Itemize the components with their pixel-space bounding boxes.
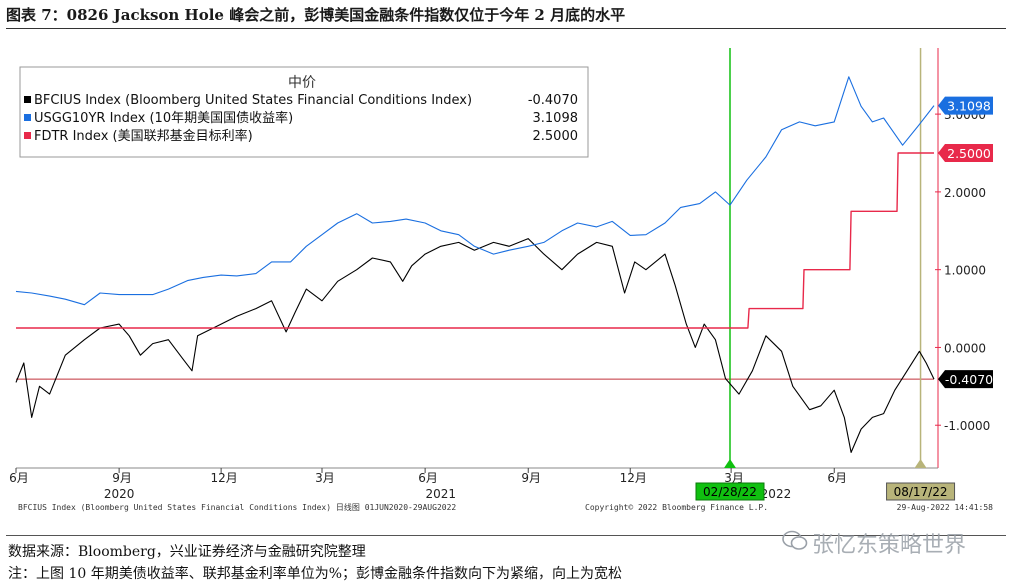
legend-swatch <box>24 96 31 103</box>
x-tick-label: 6月 <box>9 471 29 485</box>
legend-value: 3.1098 <box>533 111 579 126</box>
x-tick-label: 3月 <box>724 471 744 485</box>
bfci-line <box>15 238 935 453</box>
event-marker-label: 08/17/22 <box>894 485 948 499</box>
x-year-label: 2022 <box>761 487 792 501</box>
x-tick-label: 12月 <box>210 471 237 485</box>
x-tick-label: 9月 <box>521 471 541 485</box>
ust10y-line <box>15 76 935 306</box>
fdtr-line <box>16 152 934 329</box>
x-tick-label: 6月 <box>827 471 847 485</box>
y-tick-label: 0.0000 <box>944 341 986 355</box>
x-tick-label: 3月 <box>315 471 335 485</box>
x-year-label: 2021 <box>426 487 457 501</box>
last-value-tag <box>938 144 993 162</box>
event-marker-tag <box>695 482 765 501</box>
x-tick-label: 6月 <box>418 471 438 485</box>
source-rule <box>6 535 1006 536</box>
legend-label: FDTR Index (美国联邦基金目标利率) <box>34 128 253 144</box>
y-tick-label: 2.0000 <box>944 186 986 200</box>
event-marker-arrow <box>914 459 927 468</box>
wechat-icon <box>782 530 808 550</box>
footer-center: Copyright© 2022 Bloomberg Finance L.P. <box>585 503 768 512</box>
legend-label: BFCIUS Index (Bloomberg United States Fi… <box>34 93 472 108</box>
figure-title: 图表 7：0826 Jackson Hole 峰会之前，彭博美国金融条件指数仅位… <box>6 6 626 24</box>
footer-left: BFCIUS Index (Bloomberg United States Fi… <box>18 502 456 512</box>
event-marker-arrow <box>724 459 736 468</box>
last-value-label: 3.1098 <box>947 99 991 114</box>
last-value-tag <box>938 370 993 389</box>
source-note: 数据来源：Bloomberg，兴业证券经济与金融研究院整理 <box>8 544 366 560</box>
event-marker-label: 02/28/22 <box>703 485 757 499</box>
legend-swatch <box>24 114 31 121</box>
last-value-tag <box>938 96 993 115</box>
y-tick-label: 1.0000 <box>944 264 986 278</box>
last-value-label: -0.4070 <box>945 372 993 387</box>
legend-box <box>19 66 589 158</box>
legend-label: USGG10YR Index (10年期美国国债收益率) <box>34 110 293 126</box>
y-tick-label: -1.0000 <box>944 419 990 433</box>
legend-header: 中价 <box>288 75 316 91</box>
last-value-label: 2.5000 <box>947 146 991 161</box>
legend-value: -0.4070 <box>528 93 578 108</box>
x-year-label: 2020 <box>104 487 135 501</box>
title-rule <box>6 28 1006 29</box>
x-tick-label: 12月 <box>620 471 647 485</box>
x-tick-label: 9月 <box>112 471 132 485</box>
watermark: 张忆东策略世界 <box>812 533 967 558</box>
unit-note: 注：上图 10 年期美债收益率、联邦基金利率单位为%；彭博金融条件指数向下为紧缩… <box>8 566 623 582</box>
event-marker-tag <box>886 482 956 501</box>
legend-swatch <box>24 132 31 139</box>
footer-right: 29-Aug-2022 14:41:58 <box>897 503 994 512</box>
legend-value: 2.5000 <box>533 129 579 144</box>
